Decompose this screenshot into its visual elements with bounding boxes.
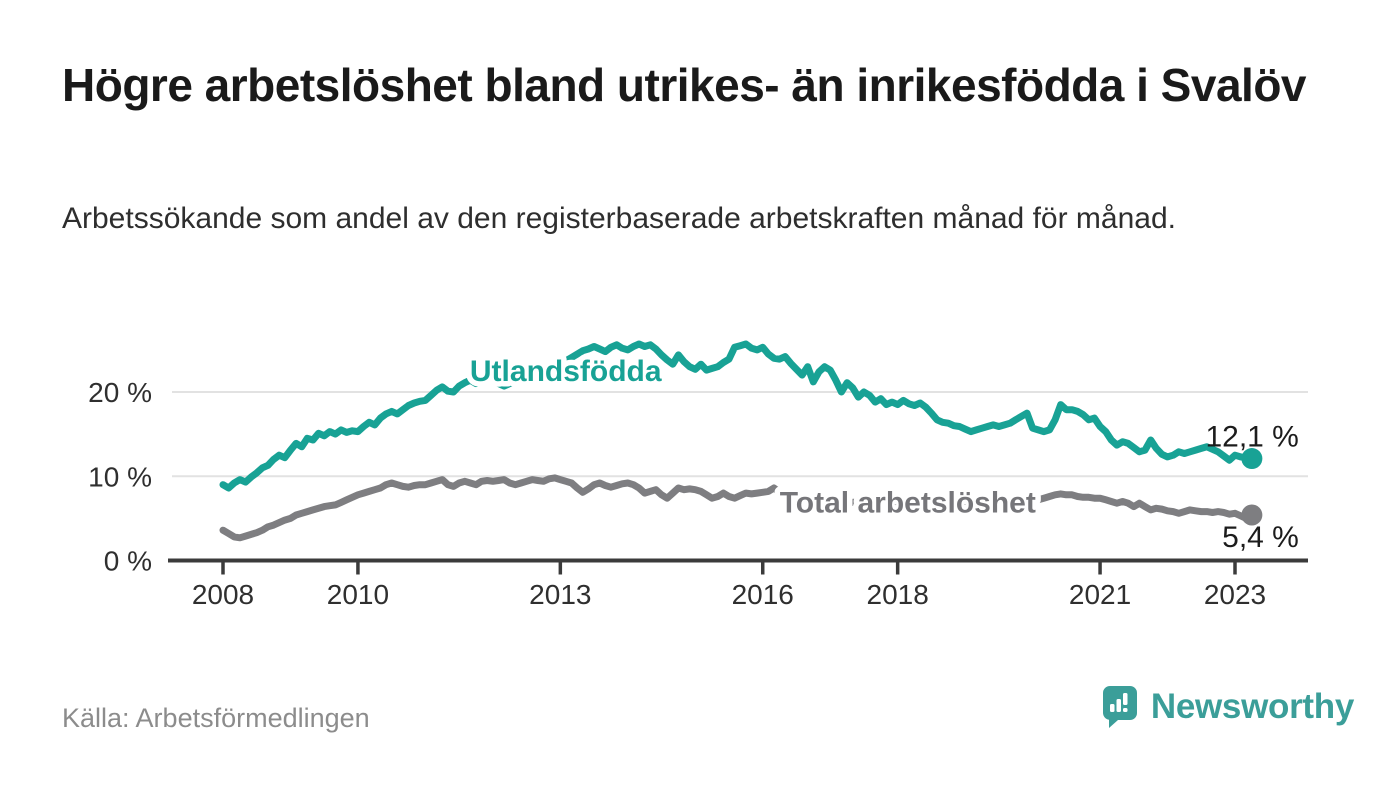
x-tick-label-2010: 2010 [327, 579, 389, 610]
brand-logo: Newsworthy [1102, 686, 1354, 728]
y-tick-label-10: 10 % [88, 461, 152, 492]
end-annotation-total: 5,4 % [1222, 521, 1299, 554]
series-label-utlandsfodda: Utlandsfödda [470, 355, 662, 388]
chart-subtitle: Arbetssökande som andel av den registerb… [62, 202, 1176, 235]
x-tick-label-2023: 2023 [1204, 579, 1266, 610]
series-line-total [219, 474, 1256, 542]
end-annotation-utlandsfodda: 12,1 % [1205, 421, 1298, 454]
bar-2 [1116, 699, 1121, 712]
y-tick-label-20: 20 % [88, 377, 152, 408]
exclamation-bar [1122, 693, 1128, 705]
x-tick-label-2008: 2008 [192, 579, 254, 610]
series-label-total: Total arbetslöshet [780, 486, 1036, 519]
series-line-utlandsfodda [219, 340, 1256, 492]
exclamation-dot [1122, 708, 1128, 712]
x-tick-label-2016: 2016 [732, 579, 794, 610]
x-tick-label-2018: 2018 [867, 579, 929, 610]
page-title: Högre arbetslöshet bland utrikes- än inr… [62, 59, 1307, 111]
newsworthy-icon [1102, 686, 1137, 728]
bar-1 [1109, 704, 1115, 712]
source-note: Källa: Arbetsförmedlingen [62, 703, 370, 733]
x-tick-label-2021: 2021 [1069, 579, 1131, 610]
brand-wordmark: Newsworthy [1150, 687, 1354, 726]
end-dot-total [1241, 504, 1263, 526]
end-dot-utlandsfodda [1241, 448, 1263, 470]
x-tick-label-2013: 2013 [529, 579, 591, 610]
y-tick-label-0: 0 % [104, 546, 152, 577]
